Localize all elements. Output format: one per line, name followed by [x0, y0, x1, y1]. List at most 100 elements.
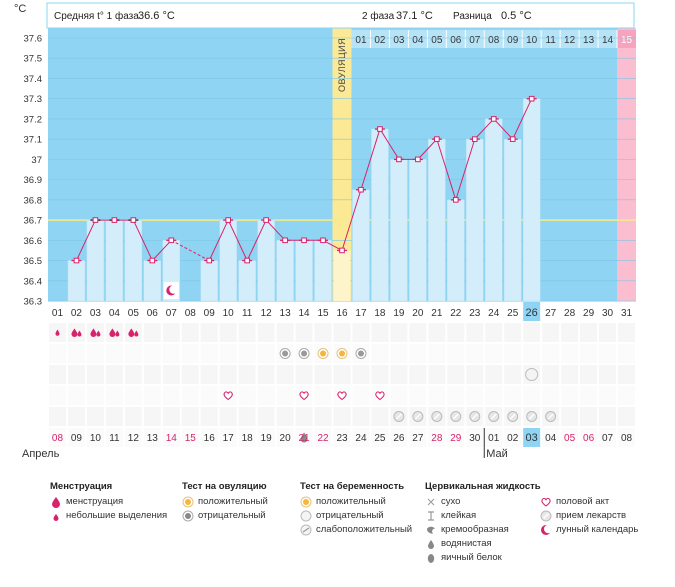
temperature-bar	[390, 159, 408, 302]
date-label: 24	[355, 433, 367, 444]
legend-item-pregnancy-positive: положительный	[300, 495, 412, 509]
temperature-line-segment	[75, 219, 96, 261]
temperature-point	[168, 237, 175, 244]
legend-item-dry: сухо	[425, 495, 541, 509]
row-cell	[523, 386, 541, 405]
cross-icon	[427, 498, 435, 506]
temperature-point	[358, 186, 364, 193]
pill-line	[452, 413, 459, 420]
temperature-bar	[466, 138, 484, 302]
temperature-bar	[485, 118, 503, 302]
row-cell	[276, 323, 294, 342]
y-tick-label: 36.9	[24, 175, 43, 186]
temperature-bar	[428, 138, 446, 302]
temperature-point	[471, 136, 478, 142]
row-cell	[466, 365, 484, 384]
pill-line	[509, 413, 516, 420]
temperature-bar	[67, 260, 86, 302]
date-label: 05	[564, 433, 576, 444]
row-cell	[428, 428, 446, 447]
row-cell	[67, 365, 85, 384]
heart-icon	[299, 391, 309, 401]
row-cell	[485, 344, 503, 363]
ovulation-test-center	[357, 350, 364, 357]
temperature-bar	[447, 199, 465, 302]
y-tick-label: 37.3	[24, 94, 43, 105]
temperature-point	[149, 257, 156, 264]
cycle-day-label: 12	[261, 308, 273, 319]
temperature-line-segment	[208, 219, 229, 261]
row-cell	[276, 407, 294, 426]
row-cell	[542, 386, 560, 405]
date-label: 07	[602, 433, 614, 444]
phase2-day-number: 07	[469, 35, 481, 46]
phase2-day-number: 12	[564, 35, 576, 46]
legend-pregnancy-title: Тест на беременность	[300, 481, 405, 492]
row-cell	[618, 428, 635, 447]
y-tick-label: 36.7	[24, 216, 43, 227]
temperature-line-segment	[493, 118, 514, 140]
row-cell	[162, 323, 180, 342]
cycle-day-label: 17	[355, 308, 367, 319]
row-cell	[219, 344, 237, 363]
row-cell	[618, 344, 635, 363]
temperature-point	[301, 237, 307, 244]
moon-icon-cutout	[169, 285, 178, 294]
row-cell	[314, 365, 332, 384]
date-label: 23	[336, 433, 348, 444]
row-cell	[561, 428, 579, 447]
temperature-line-segment	[132, 219, 153, 261]
temperature-point	[320, 237, 326, 244]
row-cell	[219, 365, 237, 384]
row-cell	[257, 428, 275, 447]
row-cell	[542, 365, 560, 384]
row-cell	[580, 365, 598, 384]
row-cell	[409, 428, 427, 447]
small-drop-icon	[53, 514, 59, 521]
row-cell	[219, 407, 237, 426]
temperature-point	[263, 217, 269, 223]
row-cell	[599, 386, 617, 405]
legend-other: _ половой акт прием лекарств лунный кале…	[540, 481, 638, 537]
cycle-day-label: 23	[469, 308, 481, 319]
cycle-day-label: 30	[602, 308, 614, 319]
phase2-day-number: 09	[507, 35, 519, 46]
temperature-line-segment	[417, 138, 438, 160]
temperature-point	[130, 217, 137, 223]
row-cell	[67, 386, 85, 405]
cycle-day-label: 05	[128, 308, 140, 319]
date-label: 14	[166, 433, 178, 444]
pregnancy-positive-icon	[300, 496, 312, 508]
row-cell	[124, 344, 142, 363]
row-cell	[67, 344, 85, 363]
legend-ovulation-test: Тест на овуляцию положительный отрицател…	[182, 481, 268, 523]
phase2-day-number: 01	[355, 35, 367, 46]
row-cell	[314, 407, 332, 426]
date-label: 29	[450, 433, 462, 444]
heart-icon	[541, 497, 551, 507]
row-cell	[428, 386, 446, 405]
row-cell	[238, 344, 256, 363]
legend-cervical-title: Цервикальная жидкость	[425, 481, 541, 492]
date-label: 22	[317, 433, 329, 444]
pill-line	[528, 413, 535, 420]
difference-value: 0.5 °C	[501, 10, 532, 22]
row-cell	[428, 323, 446, 342]
cycle-day-label: 22	[450, 308, 462, 319]
legend-menstruation-title: Менструация	[50, 481, 113, 492]
row-cell	[447, 365, 465, 384]
row-cell	[162, 386, 180, 405]
temperature-line-segment	[151, 239, 172, 261]
heart-icon	[375, 391, 385, 401]
phase2-day-number: 03	[393, 35, 405, 46]
temperature-point	[282, 237, 288, 244]
date-label: 18	[242, 433, 254, 444]
temperature-point	[206, 257, 213, 264]
pill-line	[395, 413, 402, 420]
row-cell	[618, 386, 635, 405]
legend-item-medicine: прием лекарств	[540, 509, 638, 523]
row-cell	[333, 365, 351, 384]
row-cell	[390, 365, 408, 384]
water-drop-icon	[428, 540, 434, 549]
temperature-point	[396, 156, 402, 163]
